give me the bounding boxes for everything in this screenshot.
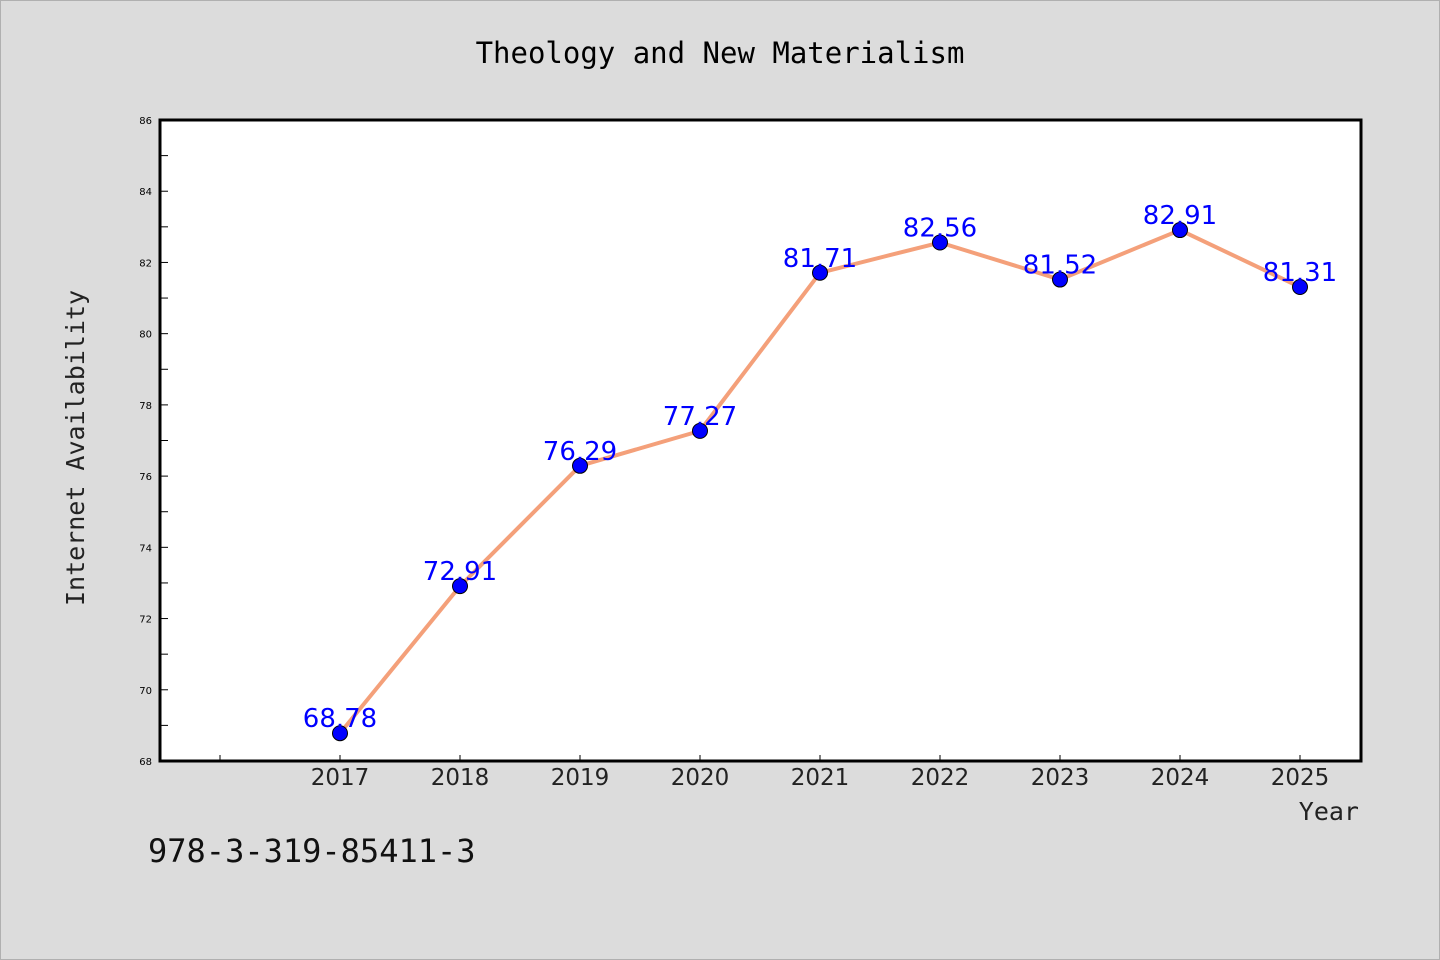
y-tick-label: 74 <box>139 543 152 554</box>
data-label: 81.71 <box>783 244 857 274</box>
x-tick-label: 2018 <box>431 765 490 791</box>
x-tick-label: 2023 <box>1031 765 1090 791</box>
x-tick-label: 2022 <box>911 765 970 791</box>
y-axis: 68 70 72 74 76 78 80 82 84 86 <box>139 116 168 768</box>
x-axis-label: Year <box>1299 797 1359 826</box>
data-point <box>1292 279 1308 296</box>
data-point <box>1172 222 1188 239</box>
x-tick-label: 2019 <box>551 765 610 791</box>
x-tick-label: 2024 <box>1151 765 1210 791</box>
data-label: 76.29 <box>543 437 617 467</box>
data-label: 81.31 <box>1263 258 1337 288</box>
data-point <box>812 264 828 281</box>
data-label: 72.91 <box>423 557 497 587</box>
data-point <box>1052 271 1068 288</box>
y-tick-label: 78 <box>139 401 152 412</box>
y-tick-label: 72 <box>139 615 152 626</box>
isbn-text: 978-3-319-85411-3 <box>148 832 476 870</box>
x-tick-label: 2020 <box>671 765 730 791</box>
data-label: 81.52 <box>1023 251 1097 281</box>
x-tick-label: 2017 <box>311 765 370 791</box>
y-tick-label: 70 <box>139 686 152 697</box>
chart-title: Theology and New Materialism <box>476 36 965 70</box>
y-tick-label: 84 <box>139 187 152 198</box>
plot-area <box>158 118 1363 763</box>
y-tick-label: 86 <box>139 116 152 127</box>
data-point <box>932 234 948 251</box>
x-axis: 2017 2018 2019 2020 2021 2022 2023 2024 2025 <box>219 755 1330 791</box>
y-tick-label: 80 <box>139 330 152 341</box>
data-point <box>452 578 468 595</box>
series-group: 68.78 72.91 76.29 77.27 81.71 82.56 81.52 82.91… <box>303 201 1337 742</box>
data-label: 82.56 <box>903 214 977 244</box>
y-tick-label: 68 <box>139 757 152 768</box>
x-tick-label: 2021 <box>791 765 850 791</box>
y-tick-label: 82 <box>139 258 152 269</box>
x-tick-label: 2025 <box>1271 765 1330 791</box>
data-point <box>332 725 348 742</box>
data-label: 68.78 <box>303 704 377 734</box>
y-tick-label: 76 <box>139 472 152 483</box>
y-axis-label: Internet Availability <box>61 290 90 606</box>
data-point <box>692 422 708 439</box>
data-point <box>572 457 588 474</box>
data-label: 82.91 <box>1143 201 1217 231</box>
data-label: 77.27 <box>663 402 737 432</box>
